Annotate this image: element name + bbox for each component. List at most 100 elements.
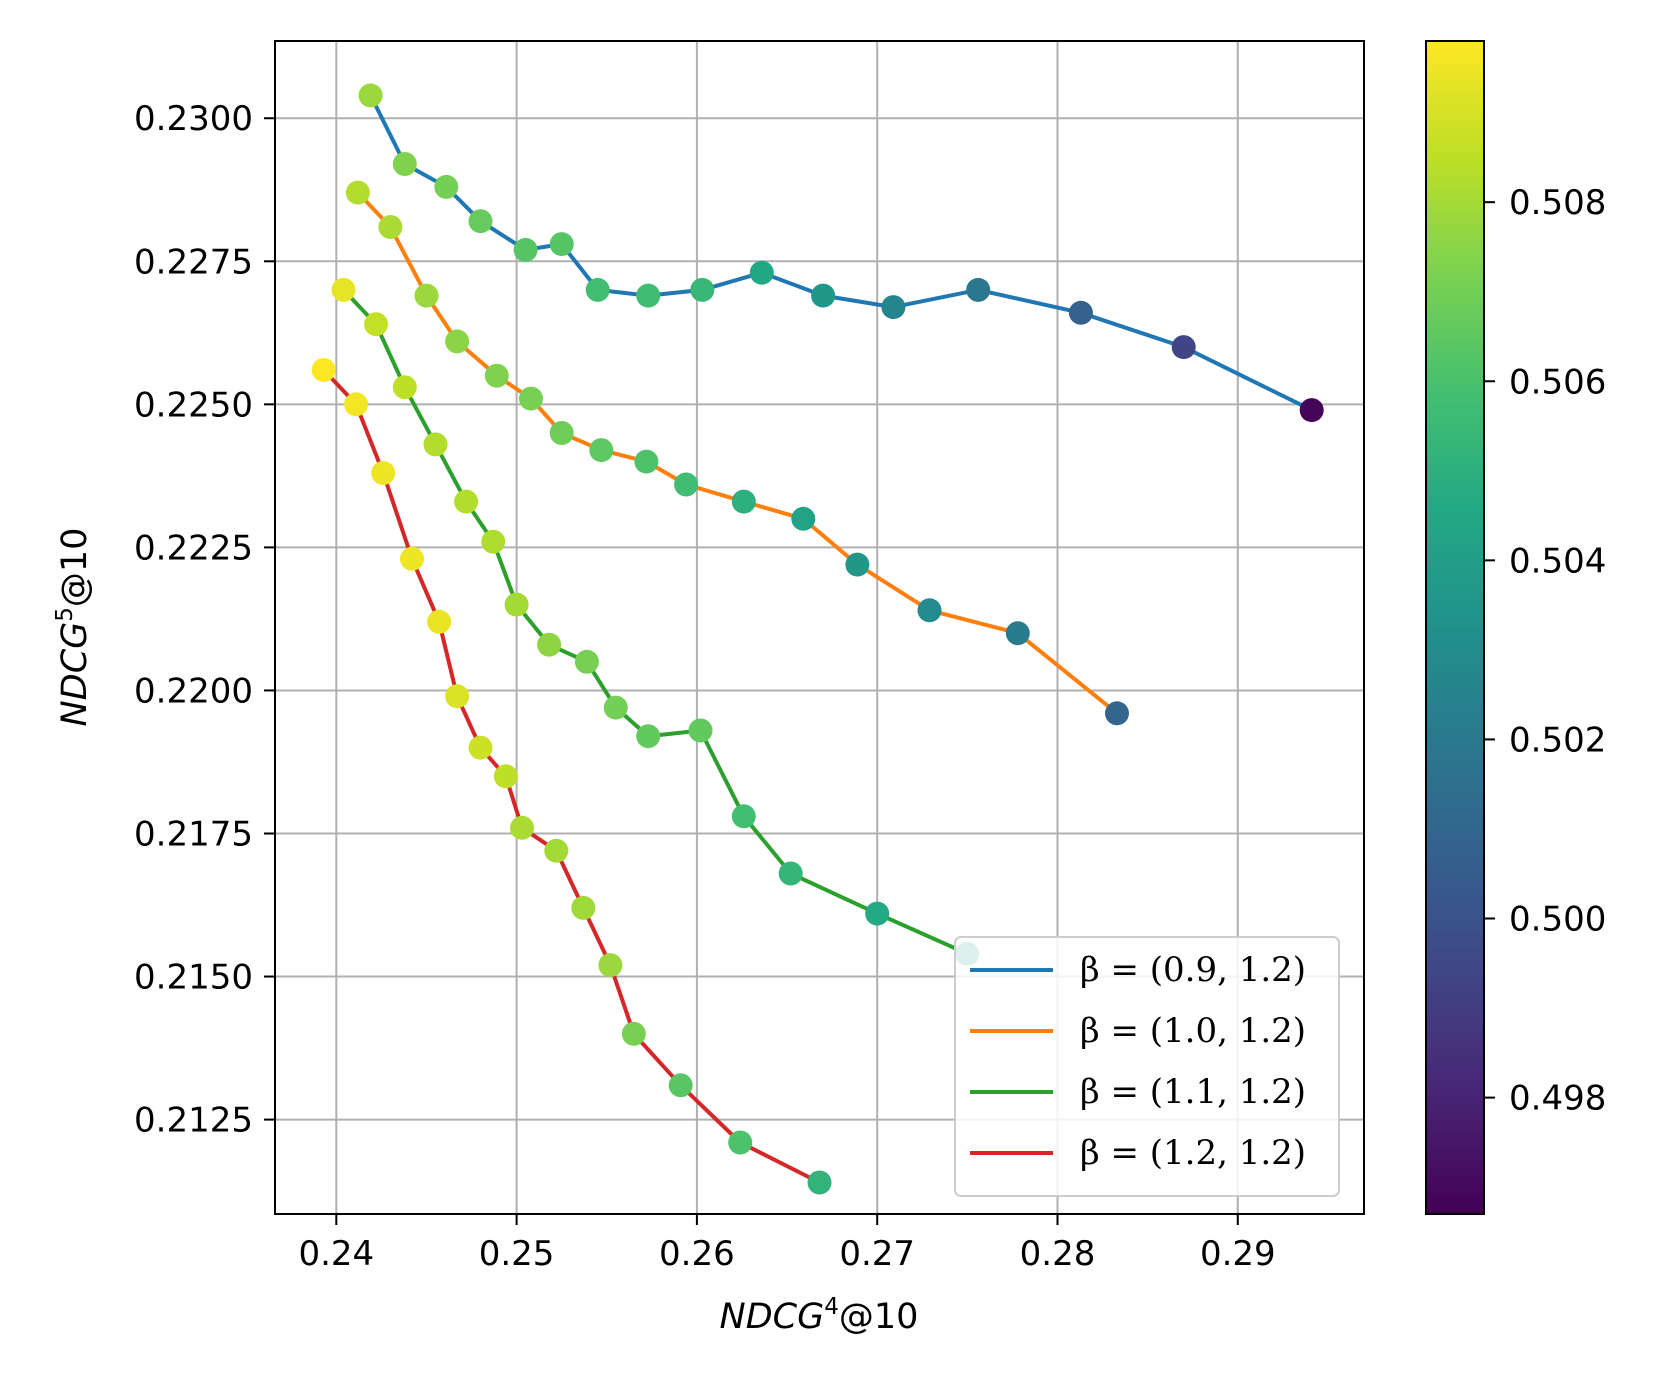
data-point-3-1 <box>344 392 369 417</box>
y-tick-label: 0.2125 <box>134 1101 253 1141</box>
y-tick-label: 0.2275 <box>134 242 253 282</box>
data-point-2-3 <box>423 432 448 457</box>
data-point-2-2 <box>392 375 417 400</box>
y-tick-label: 0.2250 <box>134 385 253 425</box>
legend-label: β = (0.9, 1.2) <box>1080 950 1306 990</box>
data-point-1-13 <box>917 598 942 623</box>
legend-label: β = (1.2, 1.2) <box>1080 1133 1306 1173</box>
data-point-1-8 <box>634 449 659 474</box>
y-tick-label: 0.2150 <box>134 958 253 998</box>
y-tick-label: 0.2175 <box>134 814 253 854</box>
axis-ticks: 0.24 0.25 0.26 0.27 0.28 0.29 0.2125 0.2150 0.21… <box>134 99 1276 1274</box>
series-line-2 <box>342 288 969 956</box>
colorbar: 0.498 0.500 0.502 0.504 0.506 0.508 <box>1425 40 1606 1215</box>
data-point-3-2 <box>371 461 396 485</box>
data-point-3-4 <box>427 609 452 634</box>
data-point-2-6 <box>504 592 529 617</box>
colorbar-gradient <box>1425 40 1485 1215</box>
data-point-0-10 <box>811 283 836 308</box>
legend: β = (0.9, 1.2) β = (1.0, 1.2) β = (1.1, 1.… <box>954 936 1340 1197</box>
data-point-2-1 <box>364 312 388 337</box>
x-axis-label: NDCG4@10 <box>720 1294 919 1337</box>
data-point-0-15 <box>1299 398 1324 423</box>
data-point-1-12 <box>845 552 870 577</box>
data-point-2-0 <box>331 277 356 302</box>
data-point-2-8 <box>574 649 599 674</box>
colorbar-tick-label: 0.504 <box>1509 541 1606 581</box>
data-point-0-12 <box>966 277 991 302</box>
data-point-1-7 <box>589 438 614 463</box>
y-tick-label: 0.2300 <box>134 99 253 139</box>
data-point-2-12 <box>731 804 756 829</box>
colorbar-tick-label: 0.506 <box>1509 362 1606 402</box>
series-line-1 <box>356 191 1119 715</box>
series-line-0 <box>368 94 1313 412</box>
x-tick-label: 0.26 <box>659 1234 735 1274</box>
series-line-3 <box>322 368 821 1185</box>
data-point-3-3 <box>400 546 424 571</box>
data-point-0-8 <box>690 277 715 302</box>
data-point-0-11 <box>881 295 906 320</box>
data-point-2-10 <box>636 724 661 749</box>
data-point-1-3 <box>445 329 470 354</box>
data-point-3-9 <box>544 838 569 863</box>
data-point-0-13 <box>1068 300 1093 325</box>
grid-lines <box>275 41 1364 1214</box>
data-point-0-6 <box>585 277 610 302</box>
data-point-2-9 <box>603 695 628 720</box>
data-point-0-0 <box>358 83 383 108</box>
colorbar-tick-label: 0.498 <box>1509 1079 1606 1119</box>
legend-label: β = (1.1, 1.2) <box>1080 1072 1306 1112</box>
data-point-1-5 <box>519 386 543 411</box>
data-point-1-11 <box>791 506 816 531</box>
plot-frame <box>274 40 1365 1215</box>
data-point-1-4 <box>484 363 509 388</box>
colorbar-tick-label: 0.502 <box>1509 720 1606 760</box>
data-point-0-1 <box>392 152 417 176</box>
data-point-0-5 <box>549 232 574 257</box>
data-point-2-4 <box>454 489 479 514</box>
y-tick-label: 0.2225 <box>134 528 253 568</box>
x-tick-label: 0.27 <box>839 1234 915 1274</box>
data-point-3-13 <box>668 1073 693 1098</box>
data-point-0-7 <box>636 283 661 308</box>
data-point-0-2 <box>434 174 459 199</box>
data-point-1-9 <box>674 472 699 497</box>
data-point-2-5 <box>481 529 506 554</box>
data-point-0-9 <box>749 260 774 285</box>
x-tick-label: 0.29 <box>1200 1234 1276 1274</box>
legend-box <box>954 936 1340 1197</box>
y-tick-label: 0.2200 <box>134 671 253 711</box>
data-point-0-14 <box>1171 335 1196 360</box>
data-point-3-6 <box>468 735 493 760</box>
data-point-2-13 <box>778 861 803 886</box>
data-point-1-2 <box>414 283 439 308</box>
data-point-0-4 <box>513 237 538 262</box>
data-point-1-1 <box>378 215 403 239</box>
x-tick-label: 0.28 <box>1020 1234 1096 1274</box>
x-tick-label: 0.24 <box>298 1234 374 1274</box>
data-point-1-14 <box>1005 621 1030 646</box>
data-point-2-14 <box>865 901 890 926</box>
data-point-1-6 <box>549 421 574 445</box>
data-point-1-10 <box>731 489 756 514</box>
colorbar-tick-label: 0.508 <box>1509 183 1606 223</box>
y-axis-label: NDCG5@10 <box>52 528 95 727</box>
series-layer <box>311 83 1324 1195</box>
data-point-3-8 <box>510 815 534 840</box>
legend-label: β = (1.0, 1.2) <box>1080 1011 1306 1051</box>
data-point-2-11 <box>688 718 713 743</box>
data-point-1-0 <box>345 180 370 205</box>
data-point-3-12 <box>621 1021 646 1046</box>
data-point-2-7 <box>537 632 562 657</box>
colorbar-tick-label: 0.500 <box>1509 900 1606 940</box>
data-point-3-10 <box>571 895 596 920</box>
data-point-3-14 <box>728 1130 753 1155</box>
data-point-0-3 <box>468 209 493 234</box>
x-tick-label: 0.25 <box>479 1234 555 1274</box>
data-point-1-15 <box>1105 701 1129 726</box>
data-point-3-5 <box>445 684 470 709</box>
data-point-3-15 <box>807 1170 832 1195</box>
data-point-3-0 <box>311 358 336 382</box>
